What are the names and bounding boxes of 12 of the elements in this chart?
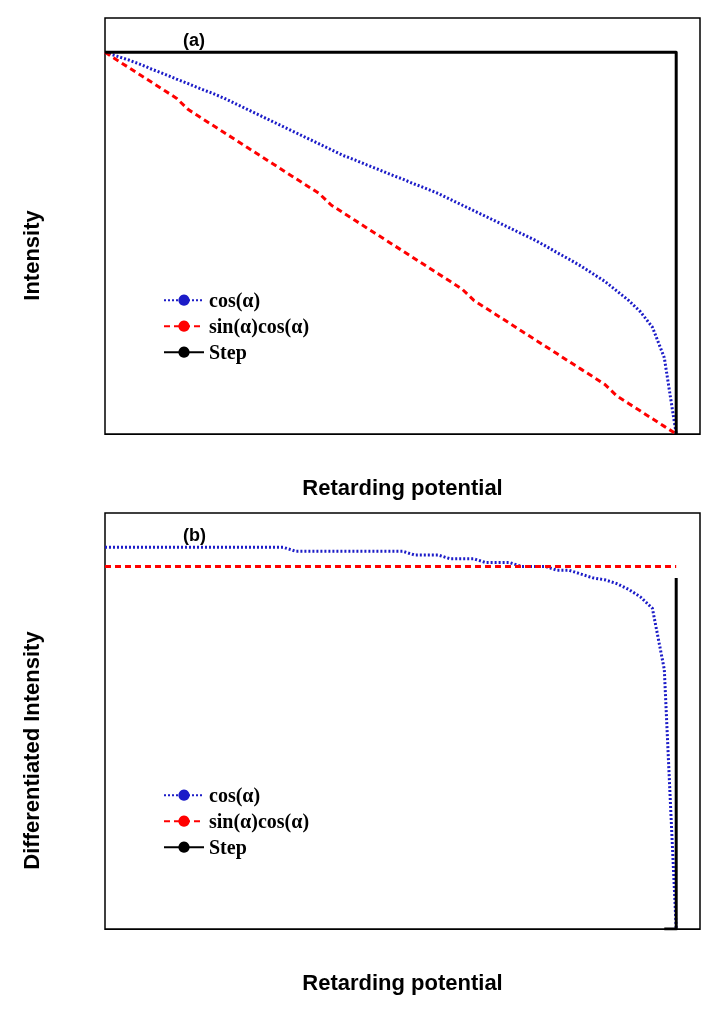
legend-label: sin(α)cos(α) [209,315,310,339]
legend-label: cos(α) [209,784,261,808]
legend-label: cos(α) [209,289,261,313]
y-axis-title: Intensity [18,209,44,301]
x-axis-title: Retarding potential [302,474,503,500]
chart-title: (a) [183,30,205,50]
legend-label: Step [209,341,247,365]
legend-label: sin(α)cos(α) [209,810,310,834]
y-axis-title: Differentiated Intensity [18,630,44,870]
chart-title: (b) [183,525,206,545]
x-axis-title: Retarding potential [302,969,503,995]
legend-label: Step [209,836,247,860]
